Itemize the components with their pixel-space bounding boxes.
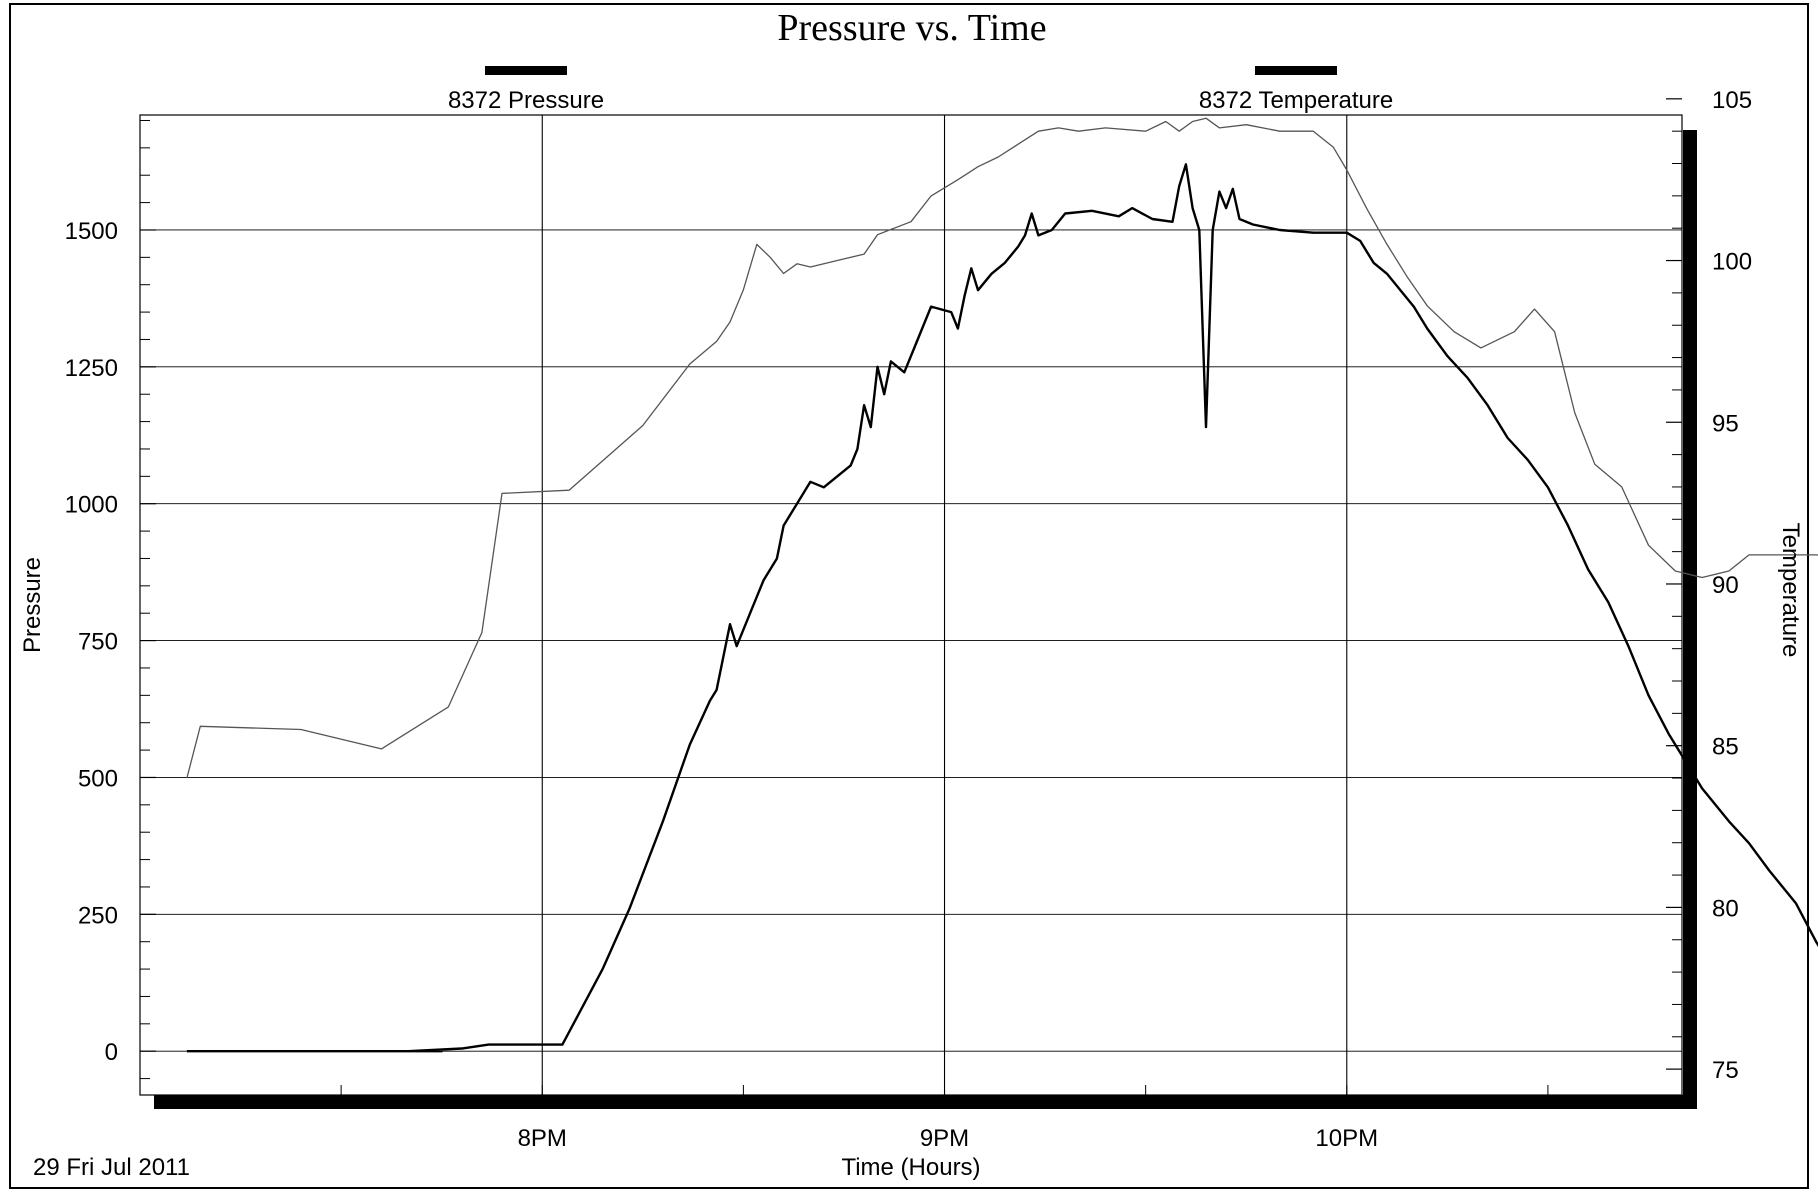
legend-swatch-pressure — [485, 66, 567, 75]
y-tick-label: 500 — [78, 765, 118, 792]
series-lines — [186, 117, 1818, 1053]
y-tick-label: 0 — [105, 1039, 118, 1066]
legend-label-temperature: 8372 Temperature — [1199, 87, 1393, 114]
date-label: 29 Fri Jul 2011 — [33, 1154, 190, 1181]
y2-axis-ticks: 75 80 85 90 95 100 105 — [1666, 87, 1752, 1084]
y2-tick-label: 85 — [1712, 734, 1739, 761]
y2-axis-bar — [1683, 130, 1697, 1109]
outer-frame — [9, 3, 1809, 1189]
y-tick-label: 1000 — [65, 492, 118, 519]
y-tick-label: 1500 — [65, 218, 118, 245]
x-axis-label: Time (Hours) — [841, 1154, 980, 1181]
chart-title: Pressure vs. Time — [777, 7, 1046, 49]
x-axis-ticks: 8PM 9PM 10PM — [340, 1085, 1549, 1152]
y2-tick-label: 75 — [1712, 1057, 1739, 1084]
y2-tick-label: 90 — [1712, 572, 1739, 599]
y-tick-label: 1250 — [65, 355, 118, 382]
x-tick-label: 8PM — [518, 1125, 567, 1152]
legend-label-pressure: 8372 Pressure — [448, 87, 604, 114]
y2-tick-label: 105 — [1712, 87, 1752, 114]
legend: 8372 Pressure 8372 Temperature — [448, 66, 1393, 114]
series-line-pressure — [186, 163, 1818, 1053]
y2-tick-label: 95 — [1712, 410, 1739, 437]
y-axis-ticks: 0 250 500 750 1000 1250 1500 — [65, 119, 156, 1080]
y2-tick-label: 80 — [1712, 895, 1739, 922]
y-tick-label: 750 — [78, 629, 118, 656]
series-line-temperature — [186, 117, 1818, 779]
y2-tick-label: 100 — [1712, 249, 1752, 276]
grid — [140, 115, 1682, 1095]
y-axis-label: Pressure — [19, 557, 46, 653]
legend-swatch-temperature — [1255, 66, 1337, 75]
x-tick-label: 10PM — [1315, 1125, 1378, 1152]
y-tick-label: 250 — [78, 902, 118, 929]
x-axis-bar — [154, 1095, 1697, 1109]
y2-axis-label: Temperature — [1777, 523, 1804, 658]
x-tick-label: 9PM — [920, 1125, 969, 1152]
